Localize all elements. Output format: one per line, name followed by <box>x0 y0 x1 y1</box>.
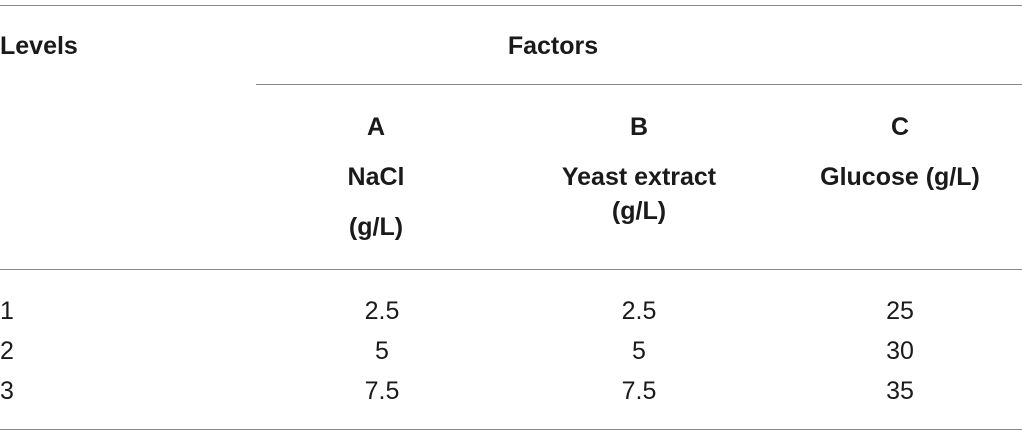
row-level: 2 <box>0 337 14 365</box>
table-row: 2 5 5 30 <box>0 331 1022 371</box>
table-bottom-rule <box>0 429 1022 430</box>
column-c-letter: C <box>890 113 910 141</box>
column-header-b: B Yeast extract (g/L) <box>519 112 759 226</box>
column-header-a: A NaCl (g/L) <box>276 112 476 262</box>
cell-yeast-extract: 7.5 <box>621 377 657 405</box>
factors-span-rule <box>256 84 1022 85</box>
cell-glucose: 25 <box>886 297 914 325</box>
row-level: 3 <box>0 377 14 405</box>
table-row: 3 7.5 7.5 35 <box>0 371 1022 411</box>
cell-nacl: 7.5 <box>364 377 400 405</box>
column-a-unit: (g/L) <box>348 213 404 241</box>
column-b-name: Yeast extract <box>561 163 717 191</box>
cell-nacl: 5 <box>375 337 389 365</box>
column-b-letter: B <box>629 113 649 141</box>
column-header-c: C Glucose (g/L) <box>800 112 1000 192</box>
levels-header: Levels <box>0 32 78 60</box>
column-a-name: NaCl <box>347 163 405 191</box>
cell-yeast-extract: 2.5 <box>621 297 657 325</box>
row-level: 1 <box>0 297 14 325</box>
column-b-unit: (g/L) <box>611 197 667 225</box>
column-c-name: Glucose (g/L) <box>820 163 980 191</box>
cell-nacl: 2.5 <box>364 297 400 325</box>
cell-glucose: 30 <box>886 337 914 365</box>
cell-glucose: 35 <box>886 377 914 405</box>
cell-yeast-extract: 5 <box>632 337 646 365</box>
header-bottom-rule <box>0 269 1022 270</box>
factors-header: Factors <box>507 32 599 60</box>
table-row: 1 2.5 2.5 25 <box>0 291 1022 331</box>
table-top-rule <box>0 5 1022 6</box>
column-a-letter: A <box>366 113 386 141</box>
